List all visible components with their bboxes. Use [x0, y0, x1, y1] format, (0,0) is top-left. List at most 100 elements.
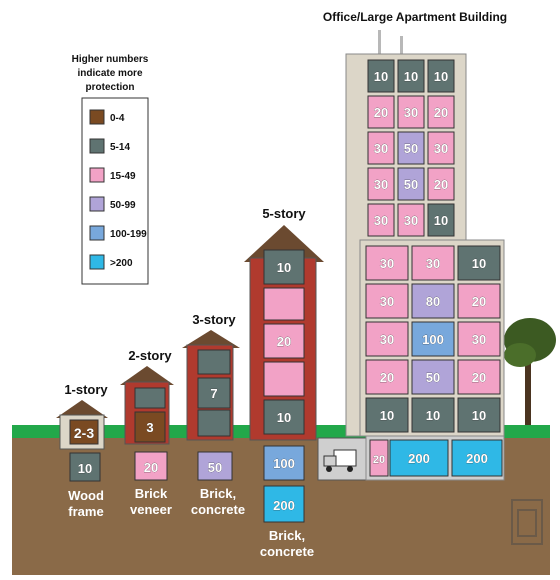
office-wide-cell-1-2	[457, 283, 501, 319]
office-wide-cell-0-0	[365, 245, 409, 281]
caption-2-story-line-1: Brick	[135, 486, 168, 501]
legend: Higher numbers indicate more protection …	[72, 54, 149, 285]
floor-5-story-middle-value: 20	[277, 334, 291, 349]
building-2-story: 2-story 3 20 Brick veneer	[120, 348, 174, 517]
basement-1-story	[69, 452, 101, 482]
office-tower-cell-4-0-value: 30	[374, 213, 388, 228]
legend-label-0: 0-4	[110, 113, 125, 124]
floor-2-story	[134, 411, 166, 443]
office-wide-cell-2-2	[457, 321, 501, 357]
title-2-story: 2-story	[128, 348, 172, 363]
basement-5-story-1	[263, 445, 305, 481]
office-tower-cell-2-2-value: 30	[434, 141, 448, 156]
basement-1-story-value: 10	[78, 461, 92, 476]
legend-swatch-0	[89, 109, 105, 125]
roof-2-story	[120, 366, 174, 385]
office-wide-cell-3-2	[457, 359, 501, 395]
office-tower-cell-0-0	[367, 59, 395, 93]
title-5-story: 5-story	[262, 206, 306, 221]
truck-icon	[323, 449, 357, 472]
office-wide-cell-4-2	[457, 397, 501, 433]
legend-label-2: 15-49	[110, 171, 136, 182]
floor-5-story-bottom	[263, 399, 305, 435]
legend-label-4: 100-199	[110, 229, 147, 240]
office-wide-cell-3-2-value: 20	[472, 370, 486, 385]
floor-1-story	[69, 419, 99, 445]
basement-2-story	[134, 451, 168, 481]
caption-3-story-line-1: Brick,	[200, 486, 236, 501]
legend-title-line-1: Higher numbers	[72, 54, 149, 65]
office-wide-cell-4-2-value: 10	[472, 408, 486, 423]
office-tower-cell-4-0	[367, 203, 395, 237]
office-tower-cell-4-2-value: 10	[434, 213, 448, 228]
office-basement-cell-1	[389, 439, 449, 477]
basement-3-story-value: 50	[208, 460, 222, 475]
office-wide-cell-1-0-value: 30	[380, 294, 394, 309]
office-tower-cell-1-2-value: 20	[434, 105, 448, 120]
building-5-story: 5-story 10 20 10 100 200 Brick, concrete	[244, 206, 324, 559]
floor-1-story-value: 2-3	[74, 425, 94, 441]
roof-1-story	[56, 400, 108, 418]
legend-swatch-4	[89, 225, 105, 241]
basement-3-story	[197, 451, 233, 481]
office-wide-cell-4-1	[411, 397, 455, 433]
office-tower-cell-1-2	[427, 95, 455, 129]
legend-swatch-3	[89, 196, 105, 212]
legend-swatch-5	[89, 254, 105, 270]
office-wide-cell-1-0	[365, 283, 409, 319]
office-wide-cell-1-1	[411, 283, 455, 319]
office-wide-cell-0-1	[411, 245, 455, 281]
office-wide-cell-3-0-value: 20	[380, 370, 394, 385]
office-basement-cell-2	[451, 439, 503, 477]
floor-2-story-value: 3	[146, 420, 153, 435]
office-wide-cell-0-2	[457, 245, 501, 281]
office-wide-cell-2-0-value: 30	[380, 332, 394, 347]
office-tower-cell-3-1	[397, 167, 425, 201]
office-basement-cell-1-value: 200	[408, 451, 430, 466]
legend-swatch-2	[89, 167, 105, 183]
office-basement-cell-2-value: 200	[466, 451, 488, 466]
office-tower-cell-3-2-value: 20	[434, 177, 448, 192]
office-tower-cell-3-1-value: 50	[404, 177, 418, 192]
basement-2-story-value: 20	[144, 460, 158, 475]
office-tower-cell-2-0-value: 30	[374, 141, 388, 156]
office-tower-cell-2-0	[367, 131, 395, 165]
office-wide-cell-1-1-value: 80	[426, 294, 440, 309]
office-tower-cell-1-0-value: 20	[374, 105, 388, 120]
caption-5-story-line-1: Brick,	[269, 528, 305, 543]
office-wide-cell-1-2-value: 20	[472, 294, 486, 309]
office-wide-cell-2-1	[411, 321, 455, 357]
office-tower-cell-2-1	[397, 131, 425, 165]
floor-5-story-bottom-value: 10	[277, 410, 291, 425]
office-tower-cell-0-1	[397, 59, 425, 93]
legend-label-1: 5-14	[110, 142, 130, 153]
office-wide-cell-0-0-value: 30	[380, 256, 394, 271]
office-wide-cell-3-1	[411, 359, 455, 395]
office-tower-cell-3-0	[367, 167, 395, 201]
tree-icon	[504, 318, 556, 425]
office-tower-cell-3-0-value: 30	[374, 177, 388, 192]
legend-box	[81, 97, 149, 285]
office-wide-cell-2-0	[365, 321, 409, 357]
building-office: Office/Large Apartment Building 10 10 10 20…	[317, 10, 507, 481]
office-tower-cell-0-1-value: 10	[404, 69, 418, 84]
office-wide-cell-2-2-value: 30	[472, 332, 486, 347]
office-tower-cell-1-1	[397, 95, 425, 129]
basement-5-story-2	[263, 485, 305, 523]
office-tower-cell-4-1-value: 30	[404, 213, 418, 228]
title-3-story: 3-story	[192, 312, 236, 327]
office-tower-cell-1-0	[367, 95, 395, 129]
floor-5-story-middle	[263, 323, 305, 359]
office-tower-cell-3-2	[427, 167, 455, 201]
title-1-story: 1-story	[64, 382, 108, 397]
office-tower-cell-2-1-value: 50	[404, 141, 418, 156]
office-wide-cell-2-1-value: 100	[422, 332, 444, 347]
office-wide-cell-3-0	[365, 359, 409, 395]
building-3-story: 3-story 7 50 Brick, concrete	[182, 312, 245, 517]
logo-icon	[511, 499, 543, 545]
title-office: Office/Large Apartment Building	[323, 10, 507, 24]
legend-label-5: >200	[110, 258, 133, 269]
office-wide-cell-4-1-value: 10	[426, 408, 440, 423]
caption-3-story-line-2: concrete	[191, 502, 245, 517]
